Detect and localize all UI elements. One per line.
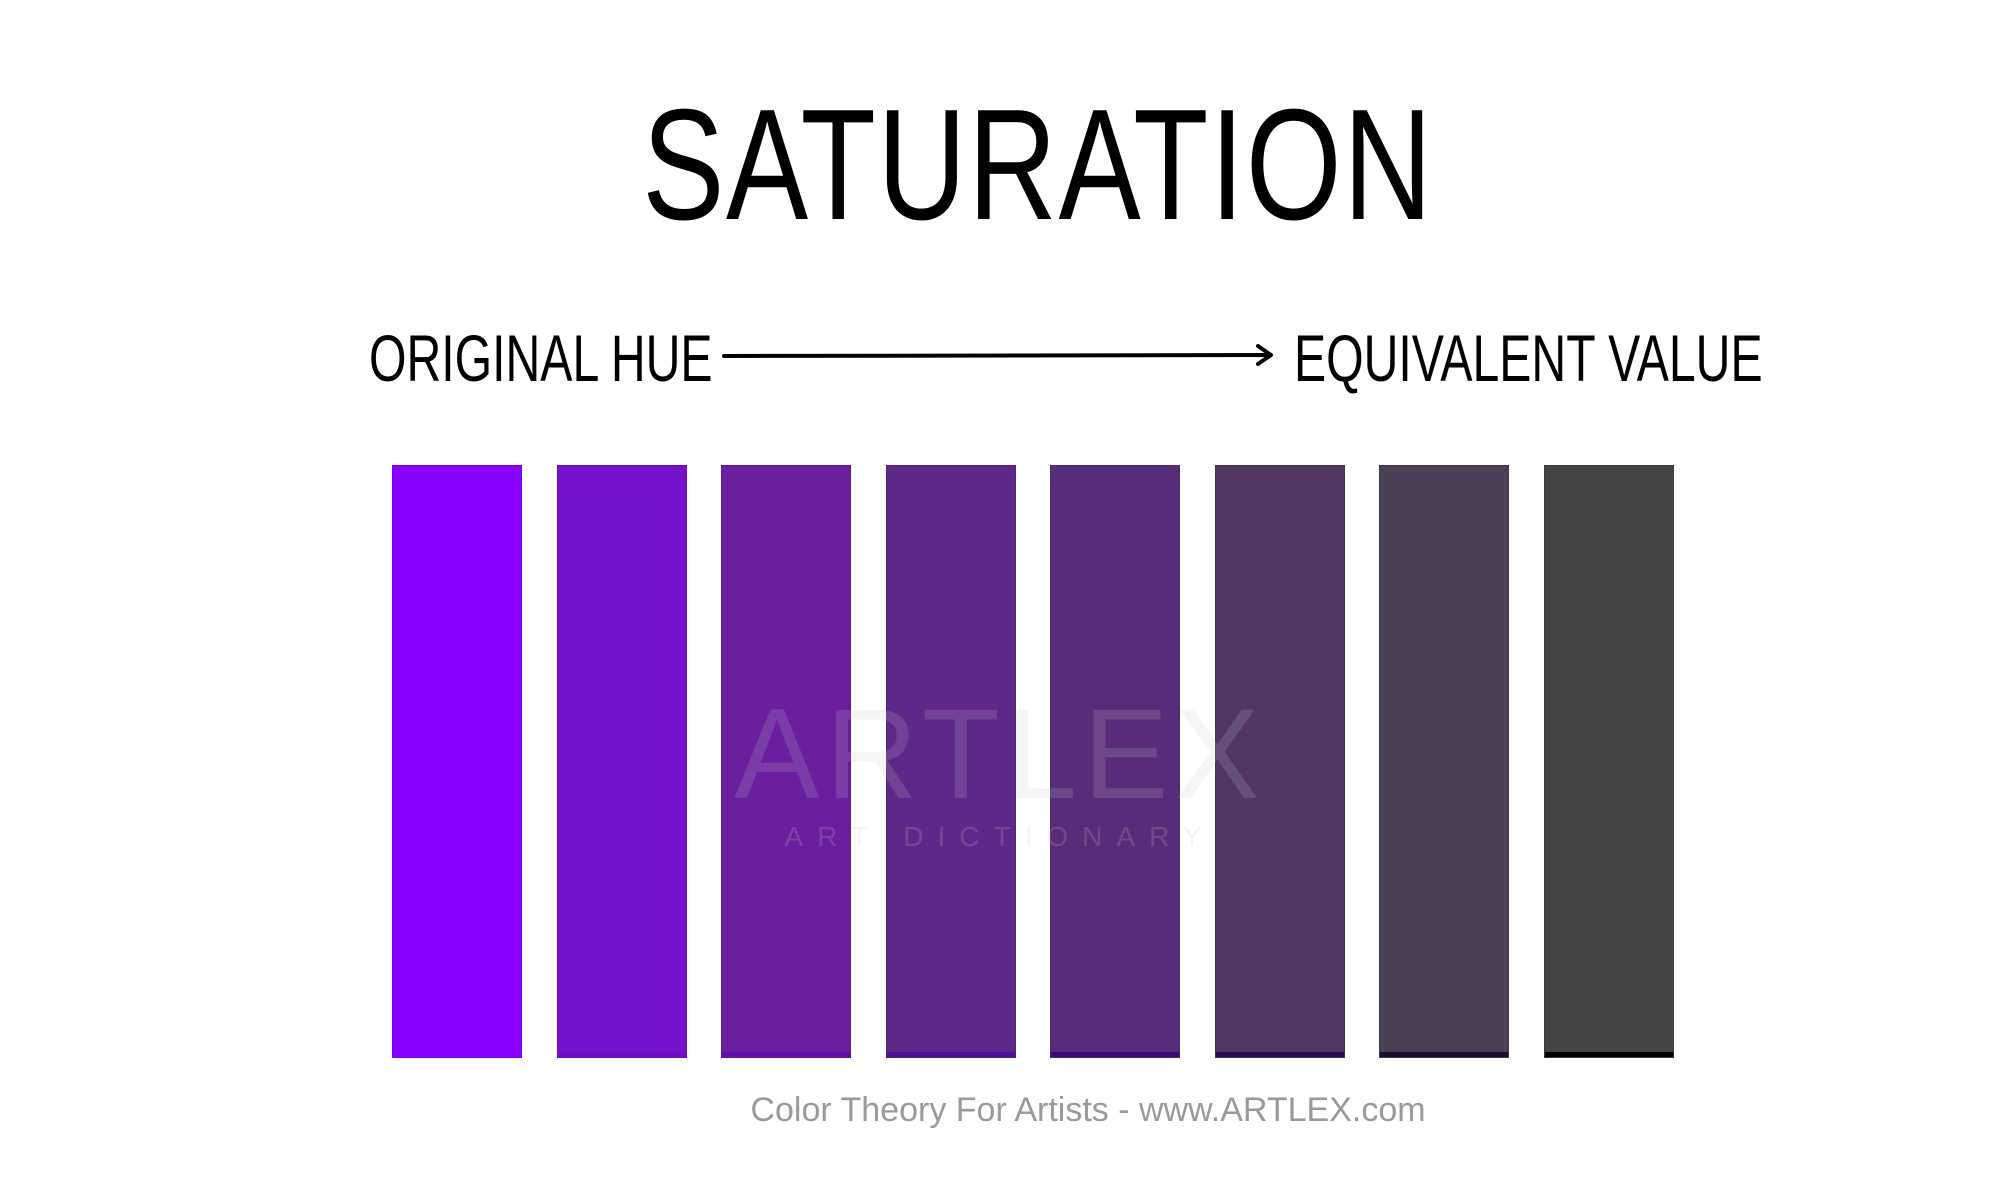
color-swatch-8 <box>1544 465 1674 1058</box>
swatch-base-line <box>887 1052 1015 1057</box>
color-swatch-5 <box>1050 465 1180 1058</box>
swatch-base-line <box>1051 1052 1179 1057</box>
swatch-base-line <box>393 1052 521 1057</box>
swatch-base-line <box>722 1052 850 1057</box>
original-hue-label: ORIGINAL HUE <box>369 321 713 395</box>
page-title: SATURATION <box>642 77 1434 253</box>
color-swatch-3 <box>721 465 851 1058</box>
swatch-base-line <box>1216 1052 1344 1057</box>
equivalent-value-label: EQUIVALENT VALUE <box>1294 321 1763 395</box>
swatch-base-line <box>558 1052 686 1057</box>
swatch-base-line <box>1380 1052 1508 1057</box>
color-swatch-4 <box>886 465 1016 1058</box>
color-swatch-6 <box>1215 465 1345 1058</box>
color-swatch-2 <box>557 465 687 1058</box>
color-swatch-7 <box>1379 465 1509 1058</box>
saturation-swatch-row <box>392 465 1674 1058</box>
swatch-base-line <box>1545 1052 1673 1057</box>
color-swatch-1 <box>392 465 522 1058</box>
footer-credit: Color Theory For Artists - www.ARTLEX.co… <box>750 1091 1426 1129</box>
direction-arrow-icon <box>722 344 1273 366</box>
